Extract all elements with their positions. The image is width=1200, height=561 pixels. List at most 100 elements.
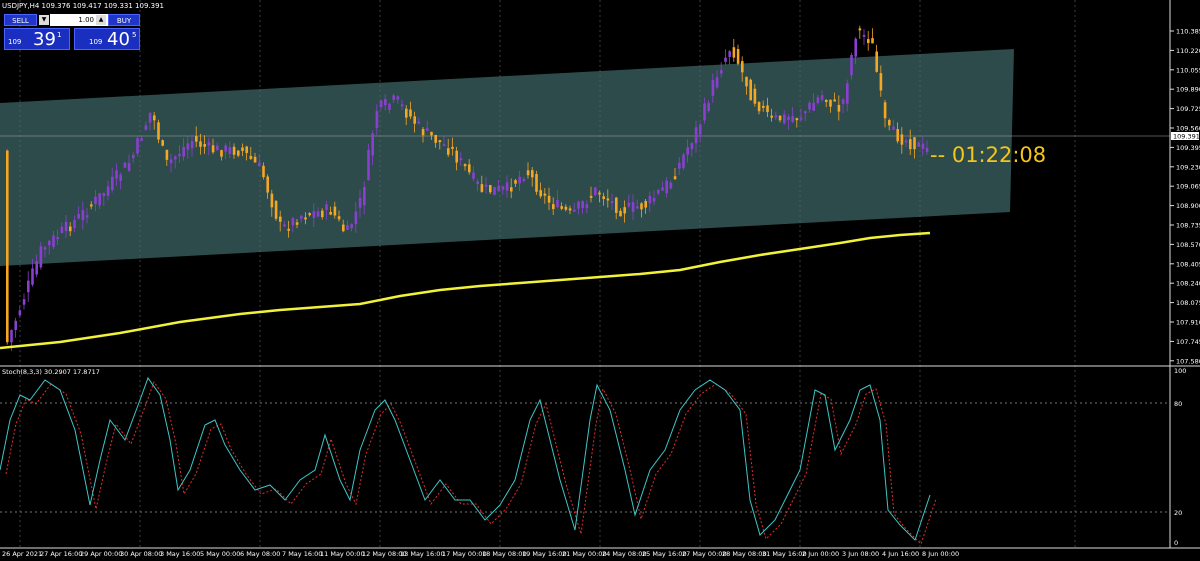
time-tick-label: 27 May 00:00 (682, 550, 727, 558)
chart-header: USDJPY,H4 109.376 109.417 109.331 109.39… (2, 2, 164, 10)
candle (375, 111, 379, 129)
candle (564, 206, 568, 210)
candle (657, 190, 660, 194)
candle (409, 109, 412, 117)
time-tick-label: 30 Apr 08:00 (120, 550, 162, 558)
candle (384, 99, 387, 106)
candle (867, 39, 870, 44)
time-tick-label: 27 Apr 16:00 (40, 550, 82, 558)
candle (304, 217, 307, 220)
time-tick-label: 28 May 08:00 (722, 550, 767, 558)
lot-increase-button[interactable]: ▲ (96, 15, 106, 25)
candle (165, 149, 169, 160)
candle (871, 38, 874, 44)
candle (123, 162, 127, 168)
buy-price-prefix: 109 (89, 38, 103, 46)
candle (825, 99, 828, 102)
candle (749, 79, 752, 101)
time-tick-label: 2 Jun 00:00 (802, 550, 839, 558)
candle (31, 268, 34, 285)
candle (6, 150, 9, 343)
candle (682, 154, 685, 169)
candle (531, 170, 534, 178)
time-tick-label: 24 May 08:00 (602, 550, 647, 558)
price-tick-label: 107.910 (1176, 319, 1200, 327)
candle (132, 154, 135, 159)
candle (774, 115, 778, 118)
buy-price-fraction: 5 (132, 31, 137, 39)
candle (644, 200, 647, 208)
candle (430, 131, 433, 136)
candle (237, 150, 240, 156)
candle (820, 95, 824, 100)
candle (585, 204, 589, 209)
candle (270, 193, 274, 208)
sell-price-fraction: 1 (57, 31, 62, 39)
candle (489, 185, 492, 193)
time-tick-label: 31 May 16:00 (762, 550, 807, 558)
candle (799, 117, 803, 120)
candle (358, 198, 362, 208)
time-tick-label: 26 Apr 2021 (2, 550, 42, 558)
channel-band[interactable] (0, 49, 1014, 266)
lot-size-input[interactable]: 1.00 (50, 14, 108, 26)
candle (291, 218, 295, 226)
candle (60, 226, 64, 233)
candle (543, 193, 547, 196)
lot-decrease-button[interactable]: ▼ (39, 15, 49, 25)
candle (728, 51, 731, 57)
candle (136, 138, 139, 154)
candle (308, 213, 311, 216)
candle (405, 108, 408, 118)
candle (850, 55, 853, 76)
candle (573, 209, 576, 212)
candle (669, 182, 673, 189)
candle (673, 176, 677, 180)
candle (106, 186, 110, 196)
candle (211, 145, 215, 153)
candle (295, 222, 299, 225)
candle (266, 176, 269, 193)
candle (493, 187, 496, 195)
candle (476, 181, 479, 185)
buy-price-box[interactable]: 109 40 5 (74, 28, 140, 50)
candle (363, 187, 366, 206)
candle (623, 207, 626, 214)
candle (350, 224, 353, 229)
candle (169, 159, 173, 164)
candle (862, 34, 866, 37)
indicator-axis: 100 80 20 0 (1174, 367, 1186, 547)
time-tick-label: 4 Jun 16:00 (882, 550, 919, 558)
candle (594, 187, 597, 196)
candle (505, 182, 509, 191)
candle (556, 200, 559, 208)
candle (762, 105, 765, 108)
candle (22, 299, 26, 305)
sell-button[interactable]: SELL (4, 14, 37, 26)
candle (904, 140, 908, 143)
candle (43, 247, 47, 250)
candle (484, 184, 488, 187)
buy-button[interactable]: BUY (108, 14, 140, 26)
candle (896, 129, 899, 142)
buy-price-pips: 40 (107, 29, 130, 50)
time-tick-label: 5 May 00:00 (200, 550, 240, 558)
candle (279, 216, 282, 222)
candle (841, 99, 845, 104)
sell-price-box[interactable]: 109 39 1 (4, 28, 70, 50)
price-tick-label: 109.065 (1176, 183, 1200, 191)
candle (371, 133, 374, 156)
sell-price-prefix: 109 (8, 38, 22, 46)
candle (249, 155, 253, 159)
price-tick-label: 110.220 (1176, 47, 1200, 55)
candle (577, 201, 580, 209)
candle (703, 103, 706, 121)
candle (690, 143, 694, 150)
price-tick-label: 109.230 (1176, 163, 1200, 171)
candle (333, 206, 337, 216)
candle (795, 118, 799, 121)
candle (732, 47, 736, 58)
time-tick-label: 29 Apr 00:00 (80, 550, 122, 558)
candle (426, 128, 429, 131)
